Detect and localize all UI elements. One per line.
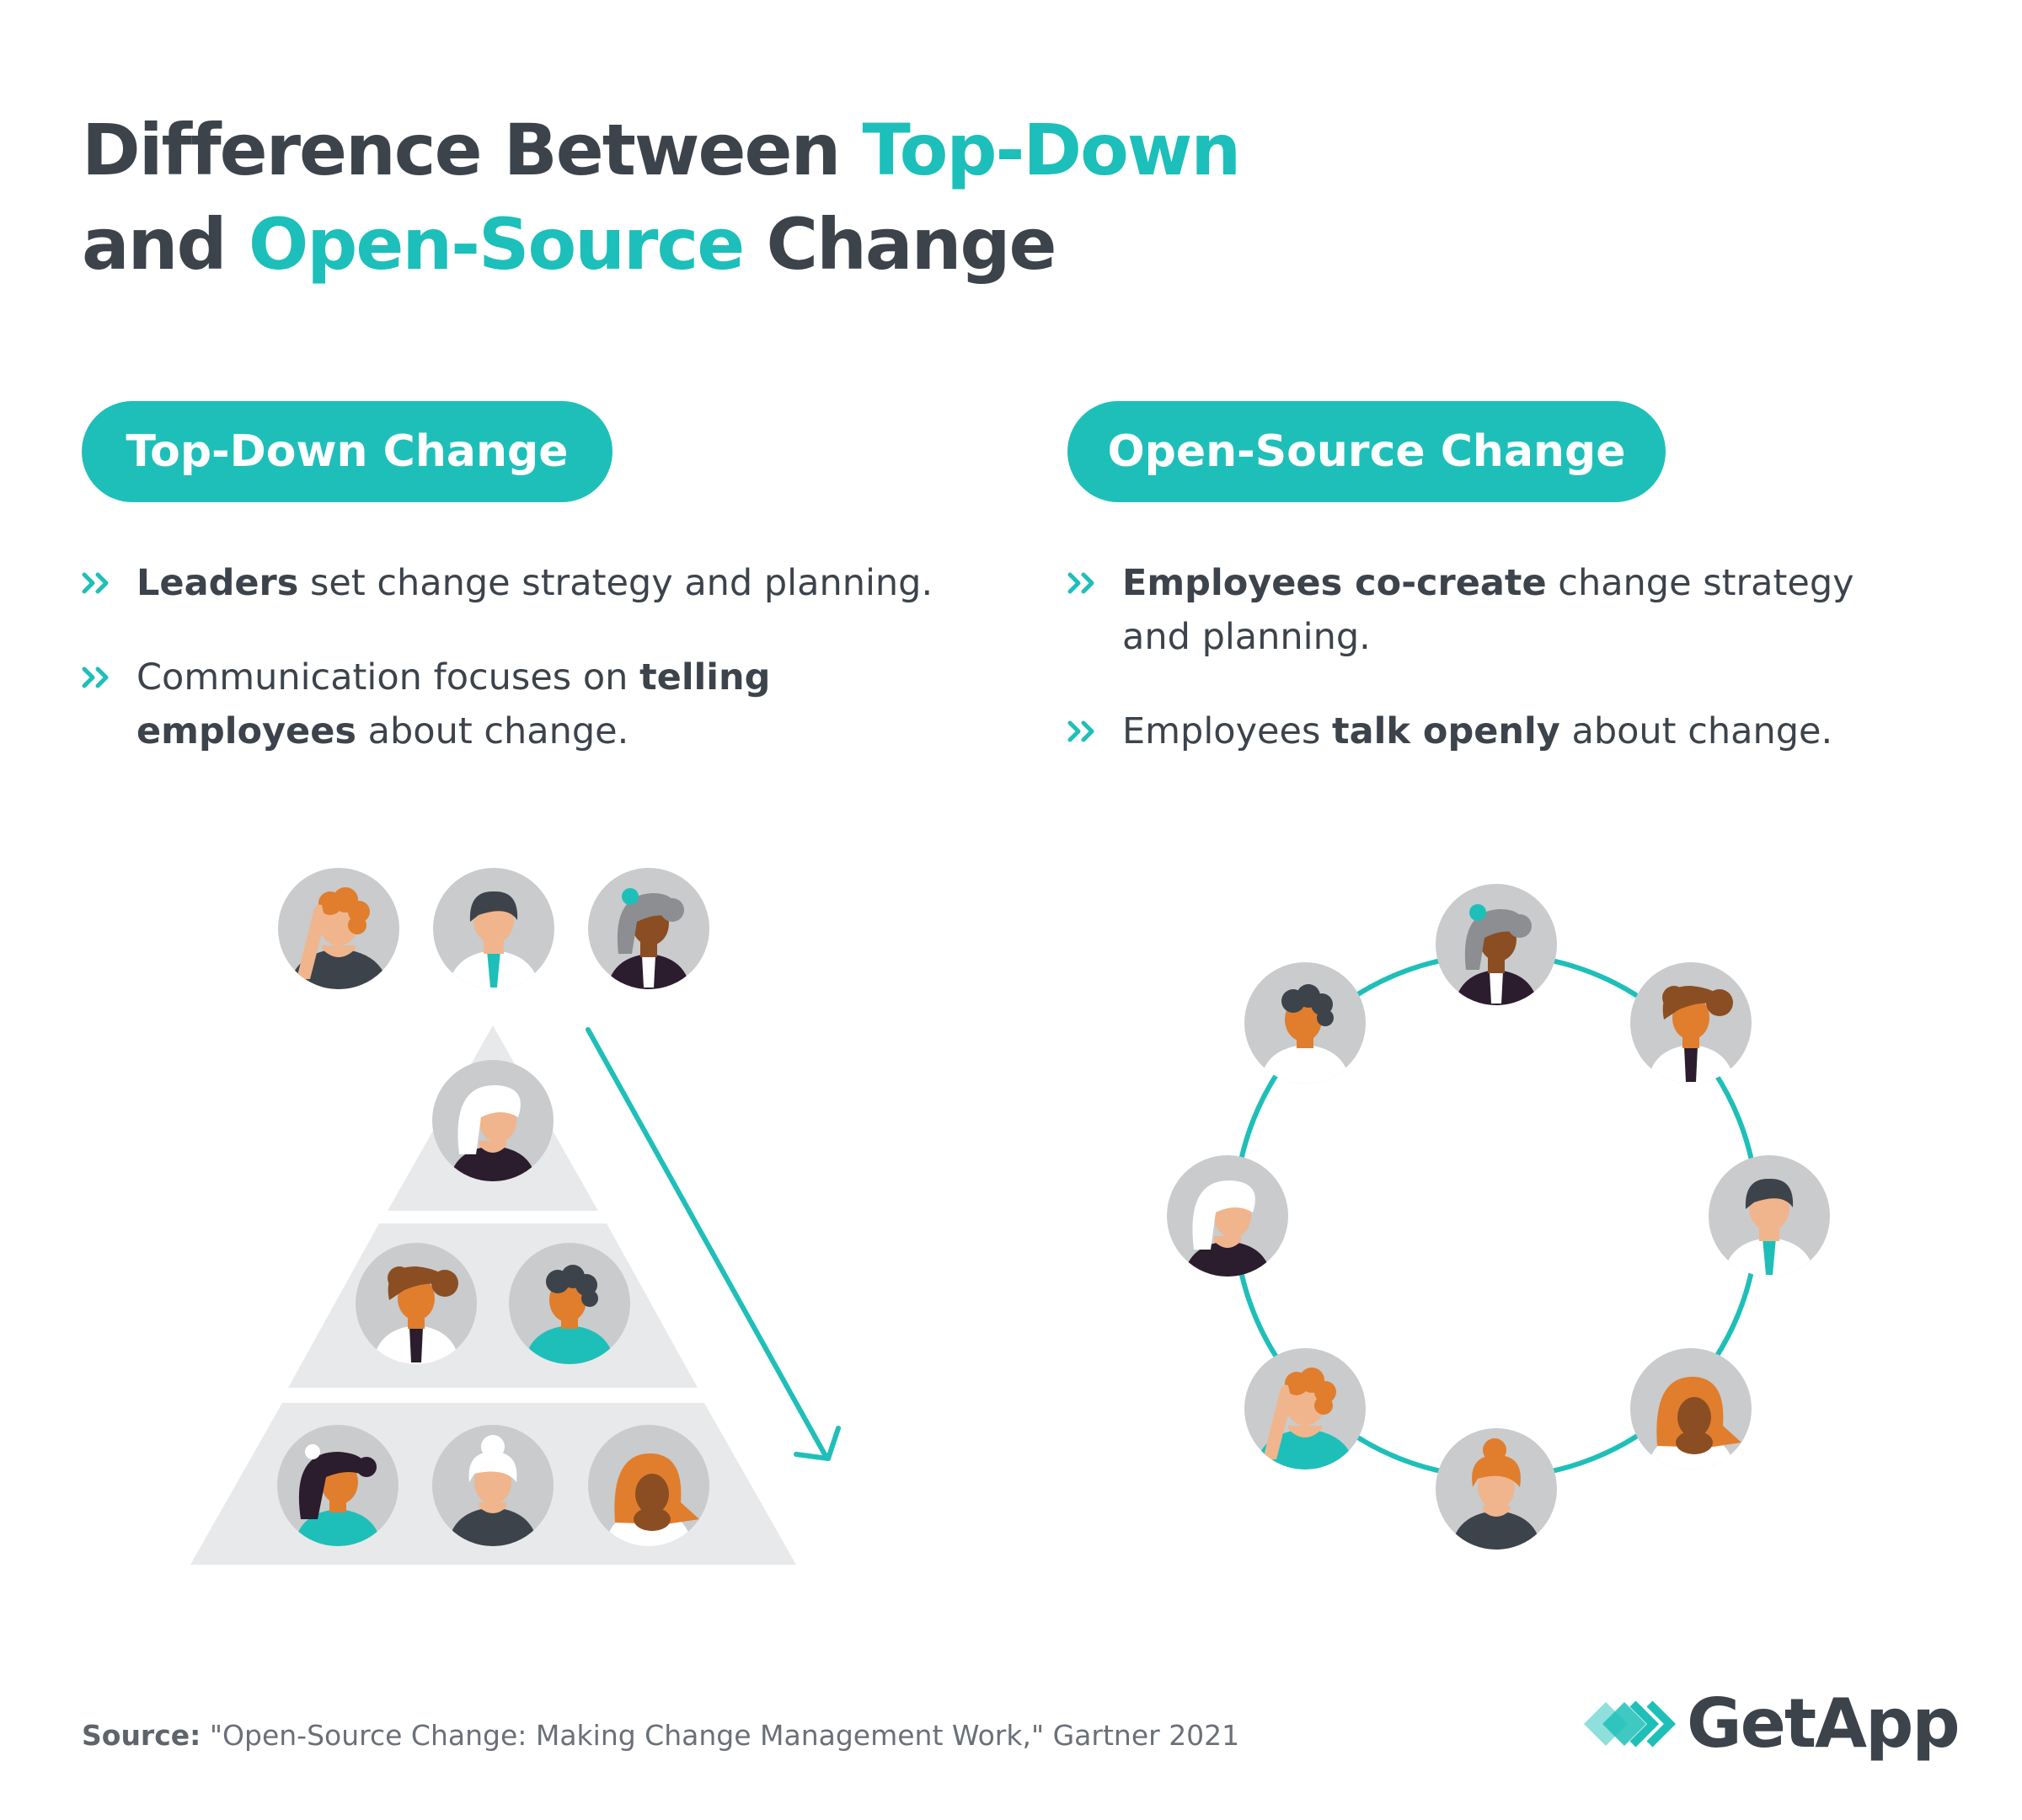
source-label: Source: bbox=[82, 1719, 201, 1752]
leader-avatar bbox=[588, 868, 709, 992]
top-down-bullet-2: Communication focuses on telling employe… bbox=[82, 650, 895, 758]
leader-avatar bbox=[278, 868, 399, 992]
open-source-bullet-2: Employees talk openly about change. bbox=[1067, 704, 1931, 758]
double-chevron-icon bbox=[82, 666, 109, 688]
double-chevron-icon bbox=[82, 572, 109, 594]
double-chevron-icon bbox=[1067, 720, 1094, 742]
leader-avatar bbox=[433, 868, 554, 992]
top-down-bullet-1: Leaders set change strategy and planning… bbox=[82, 556, 996, 610]
bullet-text: change strategy and planning. bbox=[1122, 562, 1854, 658]
employee-avatar bbox=[1630, 962, 1752, 1086]
page-title: Difference Between Top-Down and Open-Sou… bbox=[82, 103, 1242, 292]
employee-avatar bbox=[1630, 1348, 1752, 1472]
bullet-bold: telling employees bbox=[136, 656, 771, 752]
title-part-1: Difference Between bbox=[82, 109, 863, 191]
employee-avatar bbox=[1436, 1428, 1557, 1552]
employee-avatar bbox=[1709, 1155, 1830, 1279]
title-accent-open-source: Open-Source bbox=[248, 203, 745, 286]
bullet-bold: talk openly bbox=[1332, 710, 1560, 752]
bullet-text: Employees bbox=[1122, 710, 1333, 752]
bullet-text: Communication focuses on bbox=[136, 656, 640, 699]
employee-avatar bbox=[1167, 1155, 1288, 1279]
open-source-bullet-list: Employees co-create change strategy and … bbox=[1067, 556, 1910, 799]
open-source-bullet-1: Employees co-create change strategy and … bbox=[1067, 556, 1931, 664]
source-text: "Open-Source Change: Making Change Manag… bbox=[201, 1719, 1240, 1752]
bullet-text: about change. bbox=[1559, 710, 1833, 752]
title-accent-top-down: Top-Down bbox=[862, 109, 1242, 191]
bullet-text: about change. bbox=[356, 710, 629, 752]
downward-arrow-icon bbox=[586, 1027, 841, 1461]
top-down-diagram bbox=[190, 868, 841, 1565]
bullet-text: set change strategy and planning. bbox=[298, 562, 933, 604]
getapp-logo-text: GetApp bbox=[1687, 1684, 1960, 1763]
getapp-logo-icon bbox=[1584, 1700, 1677, 1748]
top-down-change-pill: Top-Down Change bbox=[82, 401, 612, 502]
source-citation: Source: "Open-Source Change: Making Chan… bbox=[82, 1716, 1239, 1756]
getapp-logo: GetApp bbox=[1577, 1682, 1960, 1766]
pyramid-tier-2 bbox=[288, 1223, 698, 1388]
double-chevron-icon bbox=[1067, 572, 1094, 594]
bullet-bold: Employees co-create bbox=[1122, 562, 1547, 604]
top-down-bullet-list: Leaders set change strategy and planning… bbox=[82, 556, 933, 799]
employee-avatar bbox=[1244, 1348, 1366, 1472]
employee-avatar bbox=[1436, 884, 1557, 1008]
bullet-bold: Leaders bbox=[136, 562, 299, 604]
open-source-change-pill: Open-Source Change bbox=[1067, 401, 1666, 502]
title-part-3: Change bbox=[743, 203, 1056, 286]
employee-avatar bbox=[1244, 962, 1366, 1086]
title-part-2: and bbox=[82, 203, 249, 286]
open-source-diagram bbox=[1167, 884, 1830, 1552]
